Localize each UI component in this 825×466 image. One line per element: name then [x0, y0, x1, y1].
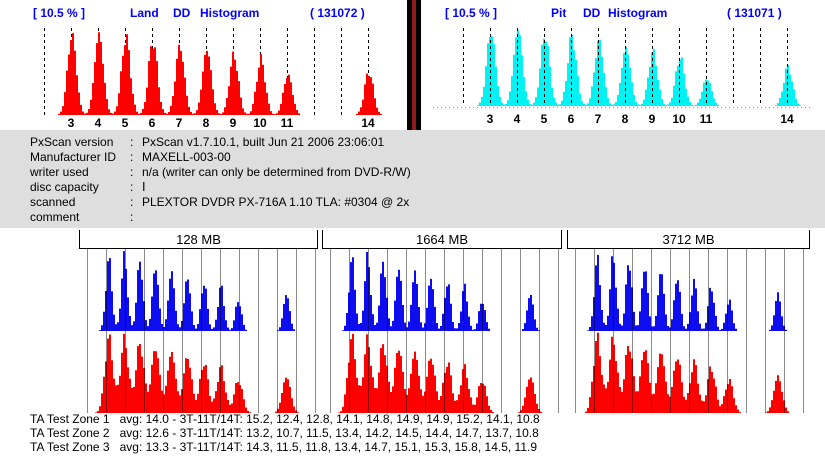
ta-histograms-section: TA Test Zone 1 avg: 14.0 - 3T-11T/14T: 1…	[0, 228, 825, 466]
grid-lines	[575, 249, 804, 413]
info-row: disc capacity: Ⅰ	[0, 180, 825, 195]
tick-label: 8	[622, 112, 629, 126]
info-label: Manufacturer ID	[30, 150, 117, 164]
tick-label: 4	[95, 116, 102, 130]
pit-histogram-series	[421, 30, 825, 106]
ta-panel-1: 128 MB	[79, 230, 318, 413]
tick-label: 11	[700, 112, 713, 126]
info-colon: :	[130, 195, 134, 209]
info-label: disc capacity	[30, 180, 99, 194]
pit-title-word-1: Pit	[551, 6, 567, 20]
pit-scale-label: [ 10.5 % ]	[445, 6, 498, 20]
info-colon: :	[130, 210, 134, 224]
info-label: writer used	[30, 165, 89, 179]
tick-label: 5	[541, 112, 548, 126]
info-row: Manufacturer ID: MAXELL-003-00	[0, 150, 825, 165]
land-dd-histogram-panel: 3 4 5 6 7 8 9 10 11 14 [ 10.5 % ] Land DD Histogr…	[0, 0, 407, 130]
red-histogram-series	[79, 333, 318, 413]
info-value: Ⅰ	[142, 180, 146, 194]
land-histogram-series	[0, 32, 407, 116]
tick-label: 5	[122, 116, 129, 130]
ta-panel-3: 3712 MB	[567, 230, 810, 413]
grid-lines	[87, 249, 316, 413]
tick-label: 4	[514, 112, 521, 126]
dd-histograms-row: 3 4 5 6 7 8 9 10 11 14 [ 10.5 % ] Land DD Histogr…	[0, 0, 825, 130]
panel-divider-bar	[407, 0, 421, 130]
tick-label: 14	[780, 112, 794, 126]
ta-test-results: TA Test Zone 1 avg: 14.0 - 3T-11T/14T: 1…	[30, 412, 540, 454]
blue-histogram-series	[567, 254, 810, 331]
tick-label: 7	[176, 116, 183, 130]
tick-label: 11	[281, 116, 294, 130]
tick-labels: 3 4 5 6 7 8 9 10 11 14	[487, 112, 794, 126]
info-colon: :	[130, 180, 134, 194]
info-colon: :	[130, 165, 134, 179]
pit-dd-histogram-chart: 3 4 5 6 7 8 9 10 11 14	[421, 28, 825, 126]
pit-title-word-2: DD	[583, 6, 601, 20]
land-title-word-3: Histogram	[200, 6, 260, 20]
tick-label: 10	[253, 116, 267, 130]
ta-test-zone-line: TA Test Zone 1 avg: 14.0 - 3T-11T/14T: 1…	[30, 412, 540, 426]
info-label: PxScan version	[30, 135, 114, 149]
land-title-word-1: Land	[130, 6, 159, 20]
info-row: scanned: PLEXTOR DVDR PX-716A 1.10 TLA: #…	[0, 195, 825, 210]
blue-histogram-series	[79, 251, 318, 331]
red-histogram-series	[322, 333, 562, 413]
ta-test-zone-line: TA Test Zone 2 avg: 12.6 - 3T-11T/14T: 1…	[30, 426, 539, 440]
ta-panel-title: 128 MB	[79, 230, 318, 249]
ta-panel-2: 1664 MB	[322, 230, 562, 413]
info-value: n/a (writer can only be determined from …	[142, 165, 411, 179]
land-scale-label: [ 10.5 % ]	[33, 6, 86, 20]
info-value: MAXELL-003-00	[142, 150, 231, 164]
red-histogram-series	[567, 332, 810, 413]
land-title-word-2: DD	[173, 6, 191, 20]
tick-label: 14	[361, 116, 375, 130]
tick-label: 6	[149, 116, 156, 130]
ta-panel-title: 3712 MB	[567, 230, 810, 249]
land-dd-histogram-chart: 3 4 5 6 7 8 9 10 11 14	[0, 28, 407, 130]
grid-lines	[330, 249, 559, 413]
info-row: PxScan version: PxScan v1.7.10.1, built J…	[0, 135, 825, 150]
tick-dashed-lines	[463, 28, 788, 106]
ta-panel-title: 1664 MB	[322, 230, 562, 249]
pit-dd-histogram-panel: 3 4 5 6 7 8 9 10 11 14 [ 10.5 % ] Pit DD Histogra…	[421, 0, 825, 130]
ta-test-zone-line: TA Test Zone 3 avg: 13.3 - 3T-11T/14T: 1…	[30, 440, 538, 454]
info-colon: :	[130, 135, 134, 149]
tick-labels: 3 4 5 6 7 8 9 10 11 14	[68, 116, 375, 130]
tick-label: 9	[649, 112, 656, 126]
tick-label: 3	[487, 112, 494, 126]
tick-label: 6	[568, 112, 575, 126]
tick-label: 7	[595, 112, 602, 126]
ta-panel-chart	[79, 249, 318, 413]
panel-divider-core	[412, 0, 416, 130]
info-value: PLEXTOR DVDR PX-716A 1.10 TLA: #0304 @ 2…	[142, 195, 410, 209]
info-label: scanned	[30, 195, 76, 209]
info-row: writer used: n/a (writer can only be dete…	[0, 165, 825, 180]
info-row: comment:	[0, 210, 825, 225]
scan-info-panel: PxScan version: PxScan v1.7.10.1, built J…	[0, 130, 825, 228]
info-value: PxScan v1.7.10.1, built Jun 21 2006 23:0…	[142, 135, 385, 149]
ta-panel-chart	[567, 249, 810, 413]
tick-label: 3	[68, 116, 75, 130]
pit-title-word-3: Histogram	[608, 6, 668, 20]
blue-histogram-series	[322, 252, 562, 331]
tick-label: 9	[230, 116, 237, 130]
tick-label: 10	[672, 112, 686, 126]
info-colon: :	[130, 150, 134, 164]
info-label: comment	[30, 210, 80, 224]
land-sample-count: ( 131072 )	[310, 6, 365, 20]
tick-label: 8	[203, 116, 210, 130]
ta-panel-chart	[322, 249, 562, 413]
pit-sample-count: ( 131071 )	[727, 6, 782, 20]
